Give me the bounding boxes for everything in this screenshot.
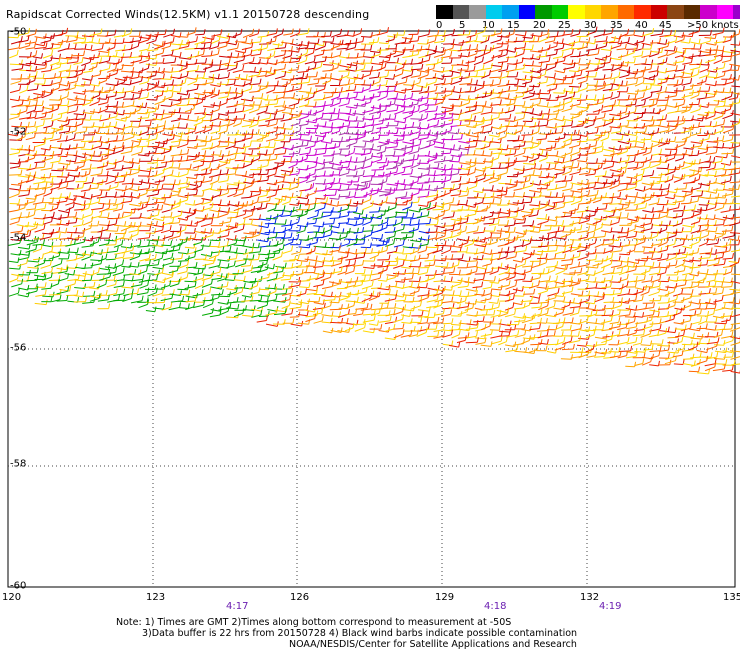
colorbar-label: 40 (635, 20, 648, 31)
colorbar-segment (518, 5, 535, 19)
lat-label-60: -60 (10, 580, 27, 592)
colorbar-segment (667, 5, 684, 19)
note-line-2: 3)Data buffer is 22 hrs from 20150728 4)… (142, 628, 578, 639)
colorbar-segment (716, 5, 733, 19)
wind-barbs (8, 26, 740, 375)
lon-label-135: 135 (723, 592, 740, 603)
colorbar-segment (617, 5, 634, 19)
colorbar-segment (683, 5, 700, 19)
colorbar-segment (436, 5, 453, 19)
time-label-2: 4:18 (484, 601, 507, 612)
page-title: Rapidscat Corrected Winds(12.5KM) v1.1 2… (6, 8, 370, 21)
colorbar-segment (452, 5, 469, 19)
lon-label-132: 132 (580, 592, 600, 603)
colorbar-label: 15 (507, 20, 520, 31)
time-label-3: 4:19 (599, 601, 622, 612)
lat-label-54: -54 (10, 232, 27, 244)
colorbar-label: 20 (533, 20, 546, 31)
colorbar-label: 35 (610, 20, 623, 31)
colorbar-segment (634, 5, 651, 19)
lat-label-56: -56 (10, 342, 27, 354)
colorbar-segment (601, 5, 618, 19)
lon-label-120: 120 (2, 592, 22, 603)
wind-speed-colorbar (436, 5, 740, 19)
colorbar-segment (568, 5, 585, 19)
lon-label-123: 123 (146, 592, 166, 603)
colorbar-label: 25 (558, 20, 571, 31)
colorbar-label: 5 (459, 20, 466, 31)
colorbar-segment (700, 5, 717, 19)
colorbar-label: 0 (436, 20, 443, 31)
colorbar-segment (535, 5, 552, 19)
colorbar-segment (733, 5, 740, 19)
colorbar-segment (502, 5, 519, 19)
time-label-1: 4:17 (226, 601, 249, 612)
grid-lines (8, 31, 735, 587)
lat-label-58: -58 (10, 458, 27, 470)
colorbar-segment (584, 5, 601, 19)
colorbar-segment (650, 5, 667, 19)
lon-label-126: 126 (290, 592, 310, 603)
colorbar-label: 30 (584, 20, 597, 31)
map-frame (7, 30, 736, 588)
colorbar-label: 45 (659, 20, 672, 31)
colorbar-segment (551, 5, 568, 19)
colorbar-segment (485, 5, 502, 19)
note-line-1: Note: 1) Times are GMT 2)Times along bot… (116, 617, 512, 628)
lat-label-50: -50 (10, 26, 27, 38)
note-line-3: NOAA/NESDIS/Center for Satellite Applica… (289, 639, 577, 650)
colorbar-label: >50 knots (687, 20, 739, 31)
colorbar-segment (469, 5, 486, 19)
colorbar-label: 10 (482, 20, 495, 31)
lat-label-52: -52 (10, 126, 27, 138)
lon-label-129: 129 (435, 592, 455, 603)
